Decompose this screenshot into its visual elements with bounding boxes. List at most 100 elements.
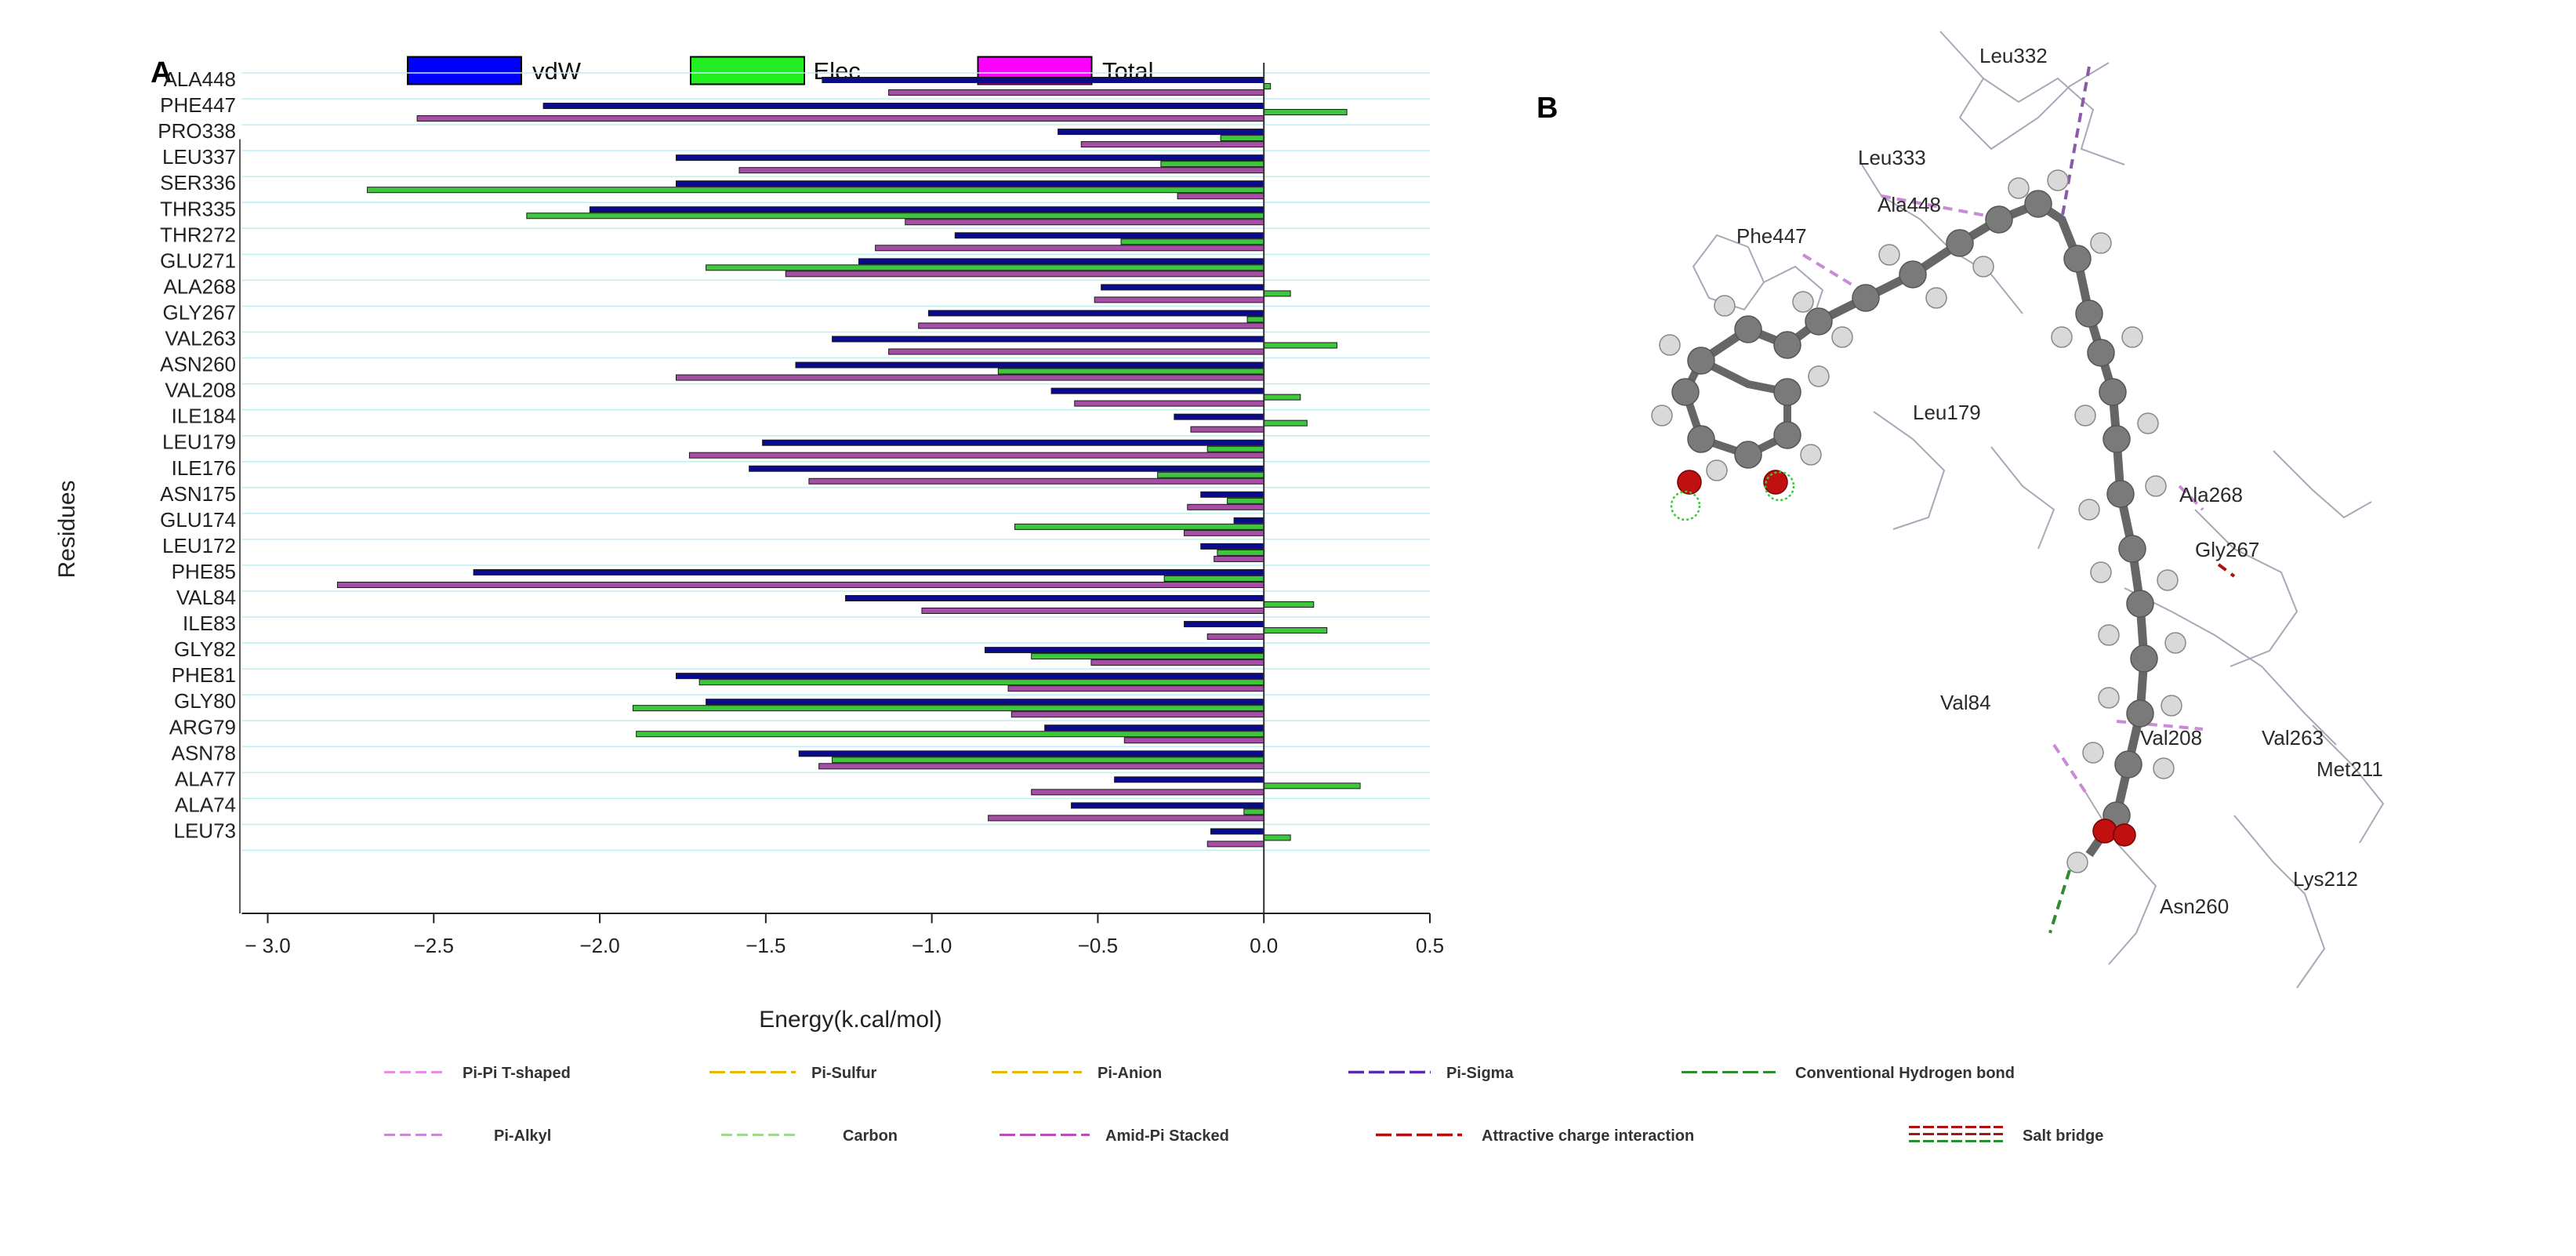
bar-total-asn260 [675, 374, 1264, 381]
bar-total-phe447 [416, 115, 1264, 122]
bar-elec-gly267 [1246, 316, 1264, 323]
y-tick-label: GLY82 [174, 637, 236, 661]
residue-label: Val263 [2262, 726, 2324, 750]
bar-total-pro338 [1080, 141, 1264, 148]
bar-total-glu174 [1184, 529, 1264, 536]
residue-label: Leu179 [1913, 401, 1981, 424]
bar-vdw-ala74 [1071, 802, 1264, 809]
bar-vdw-asn260 [795, 361, 1264, 368]
y-tick-label: THR335 [160, 197, 236, 220]
legend-item-pi-sulfur: Pi-Sulfur [709, 1065, 877, 1082]
bar-vdw-leu73 [1210, 828, 1264, 835]
svg-text:Pi-Anion: Pi-Anion [1098, 1065, 1162, 1082]
y-tick-label: ALA448 [163, 67, 236, 91]
bar-elec-val208 [1263, 394, 1301, 401]
bar-vdw-phe447 [542, 103, 1264, 110]
bar-elec-ala268 [1263, 290, 1291, 297]
y-tick-label: PRO338 [158, 119, 236, 143]
bar-vdw-val263 [832, 336, 1264, 343]
residue-label: Lys212 [2293, 867, 2358, 891]
y-tick-label: LEU337 [162, 145, 236, 169]
bar-elec-asn78 [832, 757, 1264, 764]
svg-text:Pi-Alkyl: Pi-Alkyl [494, 1127, 551, 1145]
bar-elec-leu172 [1217, 549, 1264, 556]
bar-elec-leu179 [1206, 445, 1264, 452]
bar-total-phe85 [336, 581, 1264, 588]
y-tick-label: ALA74 [175, 793, 236, 816]
bar-total-ser336 [1177, 193, 1264, 200]
bar-elec-thr272 [1120, 238, 1264, 245]
bar-total-leu172 [1214, 555, 1264, 562]
residue-label: Asn260 [2160, 895, 2229, 918]
x-tick-label: −1.0 [912, 934, 952, 957]
bar-total-asn175 [1187, 503, 1264, 510]
x-tick-label: −0.5 [1078, 934, 1118, 957]
bar-elec-ala77 [1263, 782, 1361, 790]
bar-vdw-gly82 [984, 647, 1264, 654]
bar-total-val208 [1074, 400, 1264, 407]
bar-total-ile184 [1190, 426, 1264, 433]
bar-total-leu179 [688, 452, 1264, 459]
bar-elec-phe81 [698, 679, 1264, 686]
bar-elec-ser336 [367, 187, 1264, 194]
bar-elec-leu337 [1160, 161, 1264, 168]
bar-vdw-ile184 [1174, 413, 1264, 420]
bar-total-asn78 [818, 763, 1264, 770]
bar-vdw-ser336 [675, 180, 1264, 187]
bar-vdw-gly80 [706, 699, 1264, 706]
svg-text:Salt bridge: Salt bridge [2023, 1127, 2103, 1145]
bar-vdw-phe81 [675, 673, 1264, 680]
bar-total-ile83 [1206, 633, 1264, 641]
bar-elec-glu174 [1014, 523, 1264, 530]
bar-vdw-leu337 [675, 154, 1264, 162]
residue-label: Val84 [1940, 691, 1991, 714]
x-tick-label: −2.5 [414, 934, 454, 957]
y-tick-label: ASN175 [160, 482, 236, 506]
bar-vdw-ile83 [1184, 621, 1264, 628]
docking-pose-diagram: B [1537, 31, 2385, 989]
interaction-type-legend: Pi-Pi T-shaped Pi-Sulfur Pi-Anion Pi-Sig… [384, 1065, 2103, 1145]
bar-vdw-val208 [1050, 387, 1264, 394]
y-tick-label: SER336 [160, 171, 236, 194]
bar-elec-ile176 [1157, 471, 1264, 478]
x-tick-label: −1.5 [746, 934, 785, 957]
bar-vdw-ala448 [822, 77, 1264, 83]
bar-vdw-glu174 [1233, 517, 1264, 524]
y-tick-label: GLU174 [160, 508, 236, 532]
x-axis: − 3.0 −2.5 −2.0 −1.5 −1.0 −0.5 0.0 0.5 [241, 913, 1444, 957]
bar-elec-arg79 [636, 731, 1264, 738]
bar-vdw-leu179 [762, 439, 1264, 446]
bar-total-thr272 [875, 245, 1264, 252]
bar-elec-thr335 [526, 212, 1264, 220]
y-tick-label: LEU73 [174, 819, 237, 842]
y-tick-label: THR272 [160, 223, 236, 246]
y-tick-label: LEU179 [162, 430, 236, 454]
bar-total-phe81 [1007, 685, 1264, 692]
panel-b-label: B [1537, 92, 1558, 125]
legend-item-pi-sigma: Pi-Sigma [1348, 1065, 1514, 1082]
svg-text:Attractive charge interaction: Attractive charge interaction [1482, 1127, 1694, 1145]
residue-label: Ala268 [2179, 483, 2243, 506]
bar-vdw-asn175 [1200, 491, 1264, 498]
y-tick-label: VAL263 [165, 327, 236, 350]
residue-label: Gly267 [2195, 538, 2259, 561]
y-tick-label: PHE447 [160, 93, 236, 117]
panel-a-label: A [151, 56, 172, 89]
bar-elec-ile83 [1263, 627, 1328, 634]
y-axis-title: Residues [54, 480, 80, 578]
residue-sticks [1692, 31, 2385, 989]
bar-total-glu271 [785, 270, 1264, 278]
legend-swatch-vdw [407, 56, 522, 85]
x-tick-label: 0.0 [1250, 934, 1278, 957]
y-tick-label: ILE184 [172, 405, 236, 428]
bar-elec-phe85 [1163, 575, 1264, 582]
bar-vdw-pro338 [1058, 129, 1264, 136]
residue-label: Ala448 [1878, 193, 1941, 216]
y-tick-label: ILE176 [172, 456, 236, 480]
x-axis-title: Energy(k.cal/mol) [759, 1007, 942, 1033]
y-tick-label: GLY267 [163, 300, 236, 324]
residue-label: Phe447 [1736, 224, 1807, 248]
legend-label-vdw: vdW [532, 57, 582, 85]
y-tick-label: ALA268 [163, 274, 236, 298]
bar-elec-ile184 [1263, 419, 1308, 427]
